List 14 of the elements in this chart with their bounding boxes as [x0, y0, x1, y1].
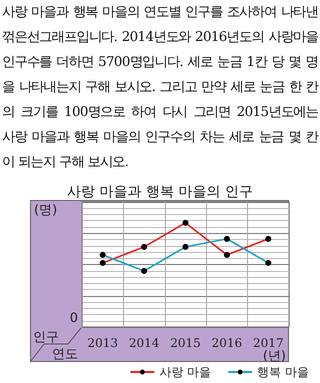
text: 사랑 마을과 행복 마을의 연도별 인구를 조사하여 나타낸 꺾은선그래프입니다. 2014년도와 2016년도의 사랑마을 인구수를 더하면 5700명입니다. 세로 눈금 1칸 당 몇 명을 나타내는지 구해 보시오. 그리고 만약 세로 눈금 한 칸의 크기를 100명으로 하여 다시 그리면 2015년도에는 사랑 마을과 행복 마을의 인구수의 차는 세로 눈금 몇 칸이 되는지 구해 보시오.: [2, 4, 318, 172]
x-tick-label: 2016: [212, 336, 242, 350]
legend-label: 사랑 마을: [159, 365, 212, 379]
chart-title: 사랑 마을과 행복 마을의 인구: [67, 184, 253, 200]
text: 0: [70, 311, 78, 326]
x-axis-title: (년): [262, 349, 286, 364]
legend-label: 행복 마을: [257, 365, 310, 379]
x-tick-label: 2017: [253, 336, 284, 350]
x-tick-label: 2015: [170, 336, 201, 350]
x-tick-label: 2014: [128, 336, 160, 350]
y-axis-title: (명): [34, 203, 58, 218]
text: 연도: [52, 347, 78, 362]
text: 인구: [33, 330, 59, 345]
x-tick-label: 2013: [87, 336, 118, 350]
